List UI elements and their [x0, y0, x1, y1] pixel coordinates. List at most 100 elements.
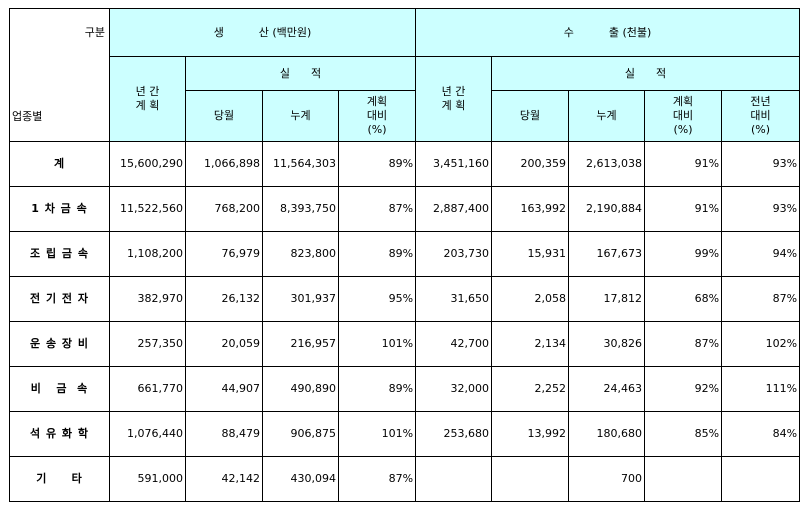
export-current-month-label: 당월 — [519, 109, 541, 123]
header-corner-cell: 구분 업종별 — [9, 8, 110, 142]
production-cumulative-label: 누계 — [290, 109, 311, 123]
production-cumulative-header: 누계 — [262, 90, 339, 142]
export-current-month-header: 당월 — [491, 90, 570, 142]
production-month-cell: 1,066,898 — [185, 141, 263, 187]
production-current-month-label: 당월 — [213, 109, 235, 123]
table-row: 1 차 금 속 11,522,560 768,200 8,393,750 87%… — [9, 186, 801, 232]
table-row: 계 15,600,290 1,066,898 11,564,303 89% 3,… — [9, 141, 801, 187]
production-cumulative-cell: 11,564,303 — [262, 141, 339, 187]
export-prev-year-cell: 87% — [721, 276, 801, 322]
export-group-header: 수 출 (천불) — [415, 8, 801, 57]
row-label: 운 송 장 비 — [9, 321, 110, 367]
production-month-cell: 44,907 — [185, 366, 263, 412]
row-label: 기 타 — [9, 456, 110, 502]
table-row: 석 유 화 학 1,076,440 88,479 906,875 101% 25… — [9, 411, 801, 457]
export-prev-year-cell: 93% — [721, 141, 801, 187]
corner-category-label: 구분 — [84, 26, 105, 39]
export-ratio-cell: 91% — [644, 141, 723, 187]
production-plan-cell: 661,770 — [109, 366, 186, 412]
production-ratio-cell: 89% — [337, 231, 417, 277]
table-row: 운 송 장 비 257,350 20,059 216,957 101% 42,7… — [9, 321, 801, 367]
production-plan-ratio-label: 계획 대비 (%) — [366, 95, 388, 136]
export-month-cell: 2,134 — [491, 321, 570, 367]
production-month-cell: 768,200 — [185, 186, 263, 232]
production-cumulative-cell: 490,890 — [262, 366, 339, 412]
production-month-cell: 20,059 — [185, 321, 263, 367]
export-ratio-cell: 68% — [644, 276, 723, 322]
export-prev-year-cell: 93% — [721, 186, 801, 232]
export-plan-cell: 31,650 — [415, 276, 493, 322]
export-plan-cell: 42,700 — [415, 321, 493, 367]
production-cumulative-cell: 8,393,750 — [262, 186, 339, 232]
table-row: 전 기 전 자 382,970 26,132 301,937 95% 31,65… — [9, 276, 801, 322]
export-plan-cell: 32,000 — [415, 366, 493, 412]
export-prev-year-cell: 111% — [721, 366, 801, 412]
export-cumulative-label: 누계 — [596, 109, 617, 123]
production-plan-cell: 591,000 — [109, 456, 186, 502]
export-plan-ratio-header: 계획 대비 (%) — [644, 90, 723, 142]
production-ratio-cell: 87% — [337, 186, 417, 232]
row-label: 비 금 속 — [9, 366, 110, 412]
production-cumulative-cell: 301,937 — [262, 276, 339, 322]
production-cumulative-cell: 823,800 — [262, 231, 339, 277]
export-annual-plan-header: 년 간 계 획 — [415, 56, 493, 142]
row-label: 1 차 금 속 — [9, 186, 110, 232]
export-cumulative-header: 누계 — [568, 90, 646, 142]
export-plan-cell: 253,680 — [415, 411, 493, 457]
row-label: 조 립 금 속 — [9, 231, 110, 277]
export-cumulative-cell: 24,463 — [568, 366, 646, 412]
export-plan-cell: 203,730 — [415, 231, 493, 277]
production-month-cell: 26,132 — [185, 276, 263, 322]
export-results-label: 실 적 — [624, 66, 667, 80]
production-plan-ratio-header: 계획 대비 (%) — [337, 90, 417, 142]
production-ratio-cell: 101% — [337, 321, 417, 367]
production-plan-cell: 1,108,200 — [109, 231, 186, 277]
production-ratio-cell: 95% — [337, 276, 417, 322]
export-prev-year-cell: 102% — [721, 321, 801, 367]
production-current-month-header: 당월 — [185, 90, 263, 142]
export-prev-year-ratio-label: 전년 대비 (%) — [750, 95, 771, 136]
export-cumulative-cell: 30,826 — [568, 321, 646, 367]
production-annual-plan-label: 년 간 계 획 — [135, 85, 160, 112]
production-plan-cell: 257,350 — [109, 321, 186, 367]
production-results-label: 실 적 — [279, 66, 322, 80]
row-label: 계 — [9, 141, 110, 187]
export-ratio-cell: 91% — [644, 186, 723, 232]
production-month-cell: 88,479 — [185, 411, 263, 457]
production-cumulative-cell: 906,875 — [262, 411, 339, 457]
production-annual-plan-header: 년 간 계 획 — [109, 56, 186, 142]
export-month-cell: 200,359 — [491, 141, 570, 187]
export-ratio-cell: 99% — [644, 231, 723, 277]
production-plan-cell: 11,522,560 — [109, 186, 186, 232]
export-month-cell — [491, 456, 570, 502]
production-cumulative-cell: 216,957 — [262, 321, 339, 367]
export-month-cell: 13,992 — [491, 411, 570, 457]
statistics-table: 구분 업종별 생 산 (백만원) 수 출 (천불) 년 간 계 획 실 적 년 … — [9, 8, 801, 502]
export-results-header: 실 적 — [491, 56, 801, 91]
export-cumulative-cell: 167,673 — [568, 231, 646, 277]
export-group-label: 수 출 (천불) — [563, 25, 652, 39]
production-plan-cell: 15,600,290 — [109, 141, 186, 187]
export-prev-year-cell — [721, 456, 801, 502]
export-prev-year-cell: 94% — [721, 231, 801, 277]
export-plan-cell: 2,887,400 — [415, 186, 493, 232]
export-plan-cell — [415, 456, 493, 502]
production-ratio-cell: 89% — [337, 366, 417, 412]
production-ratio-cell: 101% — [337, 411, 417, 457]
export-month-cell: 15,931 — [491, 231, 570, 277]
export-ratio-cell — [644, 456, 723, 502]
production-ratio-cell: 87% — [337, 456, 417, 502]
production-plan-cell: 1,076,440 — [109, 411, 186, 457]
production-group-label: 생 산 (백만원) — [213, 25, 312, 39]
export-prev-year-cell: 84% — [721, 411, 801, 457]
table-row: 조 립 금 속 1,108,200 76,979 823,800 89% 203… — [9, 231, 801, 277]
production-cumulative-cell: 430,094 — [262, 456, 339, 502]
corner-industry-label: 업종별 — [12, 110, 43, 124]
export-plan-cell: 3,451,160 — [415, 141, 493, 187]
row-label: 전 기 전 자 — [9, 276, 110, 322]
production-group-header: 생 산 (백만원) — [108, 8, 417, 57]
export-cumulative-cell: 2,190,884 — [568, 186, 646, 232]
export-ratio-cell: 85% — [644, 411, 723, 457]
export-cumulative-cell: 2,613,038 — [568, 141, 646, 187]
export-ratio-cell: 87% — [644, 321, 723, 367]
